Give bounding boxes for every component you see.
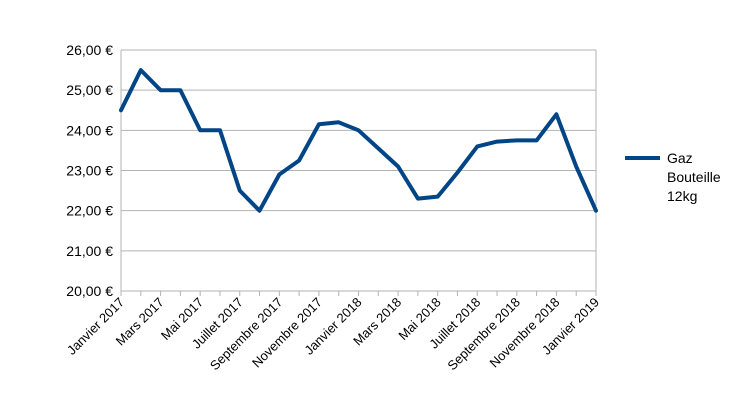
y-tick-label: 24,00 € (66, 122, 113, 138)
y-tick-label: 22,00 € (66, 203, 113, 219)
x-tick-label: Novembre 2017 (249, 295, 325, 371)
legend-label-line-2: Bouteille (667, 169, 721, 185)
legend-label-line-1: Gaz (667, 150, 693, 166)
gridlines (120, 49, 597, 296)
y-tick-label: 25,00 € (66, 82, 113, 98)
x-tick-label: Janvier 2017 (64, 295, 127, 358)
y-tick-label: 23,00 € (66, 163, 113, 179)
y-tick-label: 26,00 € (66, 42, 113, 58)
series-line (119, 68, 598, 213)
y-tick-label: 21,00 € (66, 243, 113, 259)
x-tick-label: Septembre 2018 (444, 295, 523, 374)
x-tick-label: Novembre 2018 (487, 295, 563, 371)
legend: Gaz Bouteille 12kg (625, 150, 721, 204)
x-tick-label: Septembre 2017 (207, 295, 286, 374)
legend-label-line-3: 12kg (667, 188, 697, 204)
y-tick-label: 20,00 € (66, 283, 113, 299)
series-group (119, 68, 598, 213)
y-axis-tick-labels: 20,00 € 21,00 € 22,00 € 23,00 € 24,00 € 25,00… (66, 42, 113, 299)
